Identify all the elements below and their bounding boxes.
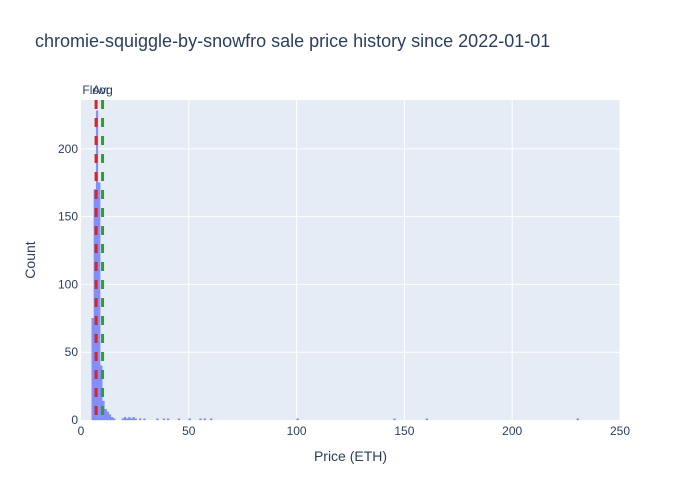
x-tick-label: 250 — [610, 424, 630, 438]
x-axis-ticks: 0 50 100 150 200 250 — [78, 424, 631, 438]
histogram-bar — [177, 418, 181, 421]
histogram-bar — [296, 418, 299, 421]
histogram-bar — [576, 418, 579, 421]
histogram-bar — [123, 417, 127, 421]
histogram-bar — [132, 417, 135, 421]
x-axis-title: Price (ETH) — [314, 448, 387, 464]
histogram-bar — [126, 418, 129, 421]
histogram-bar — [393, 418, 396, 421]
histogram-bar — [91, 318, 94, 421]
histogram-bar — [203, 418, 206, 421]
y-tick-label: 100 — [58, 277, 78, 291]
avg-label: Avg — [92, 83, 112, 97]
histogram-bar — [121, 418, 124, 421]
histogram-bar — [98, 182, 101, 421]
histogram-bar — [143, 418, 146, 421]
histogram-bar — [199, 418, 202, 421]
histogram-bar — [139, 418, 142, 421]
chart-title: chromie-squiggle-by-snowfro sale price h… — [35, 31, 551, 51]
histogram-bar — [425, 418, 428, 421]
histogram-bar — [104, 409, 107, 421]
x-tick-label: 0 — [78, 424, 85, 438]
y-tick-label: 50 — [65, 345, 79, 359]
y-tick-label: 200 — [58, 142, 78, 156]
histogram-bar — [111, 417, 114, 421]
x-tick-label: 100 — [287, 424, 307, 438]
histogram-bar — [188, 418, 191, 421]
histogram-bar — [113, 418, 116, 421]
histogram-bar — [128, 417, 131, 421]
x-tick-label: 50 — [182, 424, 196, 438]
histogram-bar — [108, 414, 112, 421]
histogram-bar — [130, 418, 133, 421]
histogram-bar — [167, 418, 170, 421]
y-axis-ticks: 0 50 100 150 200 — [58, 142, 78, 427]
histogram-bar — [156, 418, 159, 421]
histogram-bar — [210, 418, 213, 421]
histogram-bar — [162, 418, 165, 421]
floor-label: Floor — [82, 83, 109, 97]
y-tick-label: 150 — [58, 210, 78, 224]
y-tick-label: 0 — [71, 413, 78, 427]
y-axis-title: Count — [22, 241, 38, 278]
plot-area — [81, 100, 620, 420]
histogram-bar — [106, 411, 109, 421]
x-tick-label: 150 — [394, 424, 414, 438]
histogram-bar — [134, 418, 137, 421]
x-tick-label: 200 — [502, 424, 522, 438]
grid-lines — [81, 100, 621, 420]
